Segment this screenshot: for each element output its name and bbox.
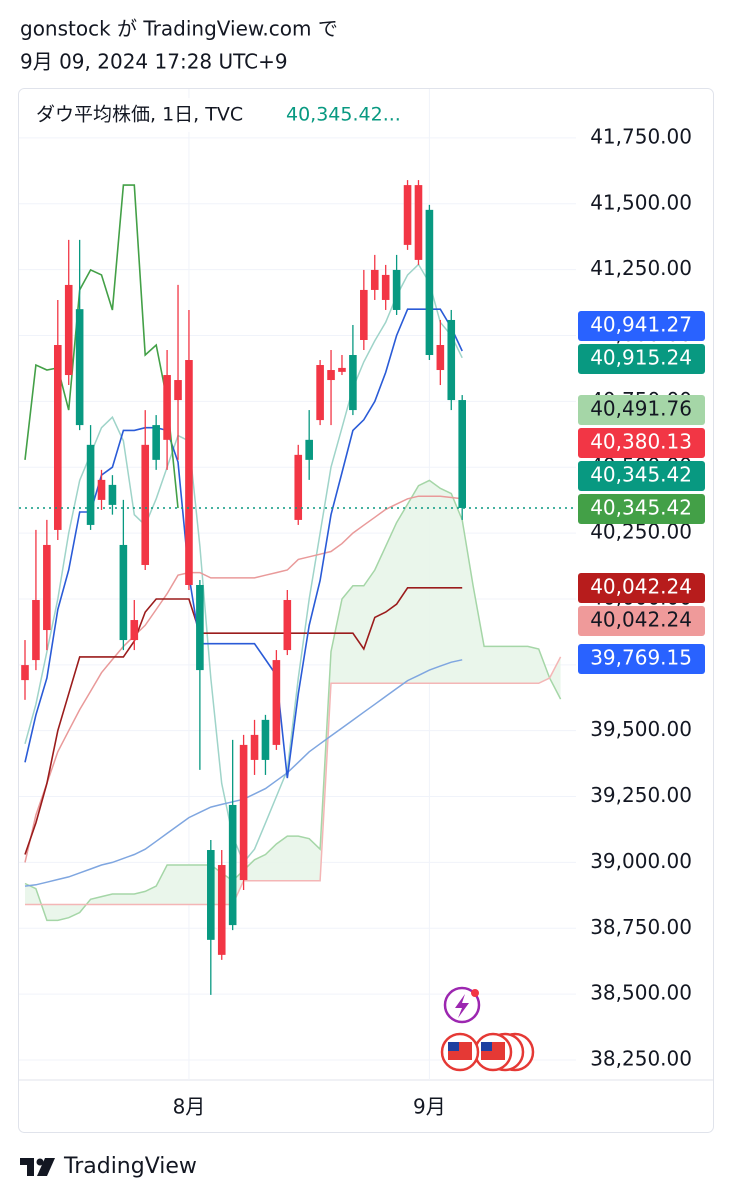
tv-logo — [20, 1158, 55, 1176]
event-icons — [440, 986, 535, 1072]
y-tick-label: 41,500.00 — [590, 190, 692, 214]
header-line: gonstock が TradingView.com で — [20, 17, 338, 41]
price-label: 40,380.13 — [590, 430, 692, 454]
price-label: 40,915.24 — [590, 346, 692, 370]
logo-part — [36, 1158, 44, 1166]
candle-body — [185, 360, 193, 585]
price-label-box — [578, 606, 705, 636]
candle-body — [414, 185, 423, 260]
y-tick-label: 38,250.00 — [590, 1046, 692, 1070]
y-tick-label: 38,750.00 — [590, 915, 692, 939]
axis-labels: 38,250.00 38,500.00 38,750.00 39,000.00 39,2… — [173, 124, 705, 1119]
cloud-edge — [25, 656, 562, 906]
candle-body — [272, 660, 281, 745]
candle-body — [349, 355, 357, 411]
flash-bolt — [455, 994, 469, 1018]
candle-body — [86, 444, 95, 525]
y-tick-label: 41,250.00 — [590, 256, 692, 280]
candle-body — [43, 544, 51, 631]
price-label: 40,491.76 — [590, 397, 692, 421]
candle-body — [239, 744, 248, 881]
candle-body — [119, 544, 128, 641]
price-label-box — [578, 344, 705, 374]
logo-part — [37, 1158, 55, 1176]
price-label-box — [578, 644, 705, 674]
candle-body — [97, 479, 106, 500]
candle-body — [207, 850, 215, 940]
candle-body — [217, 865, 226, 955]
price-label: 40,345.42 — [590, 496, 692, 520]
candle-body — [360, 289, 368, 340]
candle-body — [53, 345, 62, 530]
price-label: 40,345.42 — [590, 463, 692, 487]
candle-body — [174, 380, 182, 401]
legend-symbol: ダウ平均株価, 1日, TVC — [36, 104, 243, 126]
price-label: 40,042.24 — [590, 575, 692, 599]
candle-body — [436, 345, 445, 371]
candle-body — [338, 367, 346, 372]
grid — [19, 89, 576, 1080]
price-label: 40,042.24 — [590, 608, 692, 632]
price-label: 40,941.27 — [590, 313, 692, 337]
candle-body — [196, 584, 204, 671]
footer-brand: TradingView — [63, 1154, 197, 1179]
candle-body — [316, 365, 324, 421]
plot-area — [19, 180, 576, 995]
us-flag-canton — [448, 1042, 459, 1051]
candle-body — [403, 185, 412, 245]
candle-body — [327, 370, 335, 381]
candle-body — [425, 209, 434, 356]
x-tick-label: 9月 — [413, 1095, 446, 1119]
flash-dot — [471, 989, 479, 997]
y-tick-label: 39,500.00 — [590, 717, 692, 741]
candle-body — [228, 804, 237, 926]
candle-body — [64, 284, 73, 376]
candle-body — [250, 734, 259, 760]
y-tick-label: 39,250.00 — [590, 783, 692, 807]
candle-body — [283, 600, 292, 651]
candle-body — [130, 620, 139, 641]
price-label-box — [578, 494, 705, 524]
x-tick-label: 8月 — [173, 1095, 206, 1119]
us-flag-canton — [481, 1042, 492, 1051]
price-label-box — [578, 428, 705, 458]
header-date: 9月 09, 2024 17:28 UTC+9 — [20, 50, 288, 74]
y-tick-label: 39,000.00 — [590, 849, 692, 873]
candle-body — [75, 309, 84, 426]
candle-body — [381, 274, 390, 300]
legend-value: 40,345.42... — [286, 104, 401, 126]
candle-body — [163, 375, 171, 440]
price-label: 39,769.15 — [590, 646, 692, 670]
candle-body — [261, 719, 270, 760]
indicator-line — [24, 184, 179, 509]
candle-body — [447, 319, 456, 401]
legend-bg — [30, 98, 410, 132]
indicator-line — [24, 587, 463, 855]
cloud-edge — [24, 479, 562, 922]
price-label-box — [578, 573, 705, 603]
price-label-box — [578, 311, 705, 341]
candle-body — [108, 484, 117, 505]
chart-frame — [18, 88, 714, 1133]
candle-body — [32, 600, 40, 661]
candle-body — [458, 400, 466, 508]
price-label-box — [578, 461, 705, 491]
candle-body — [370, 269, 379, 290]
y-tick-label: 38,500.00 — [590, 981, 692, 1005]
cloud-fill — [25, 480, 561, 921]
y-tick-label: 41,750.00 — [590, 124, 692, 148]
candle-body — [152, 425, 160, 460]
candle-body — [294, 454, 303, 520]
candle-body — [141, 444, 150, 565]
logo-part — [20, 1158, 34, 1176]
candle-body — [392, 269, 401, 310]
candle-body — [21, 665, 29, 681]
candle-body — [305, 439, 313, 460]
indicator-line — [24, 495, 463, 863]
price-label-box — [578, 395, 705, 425]
